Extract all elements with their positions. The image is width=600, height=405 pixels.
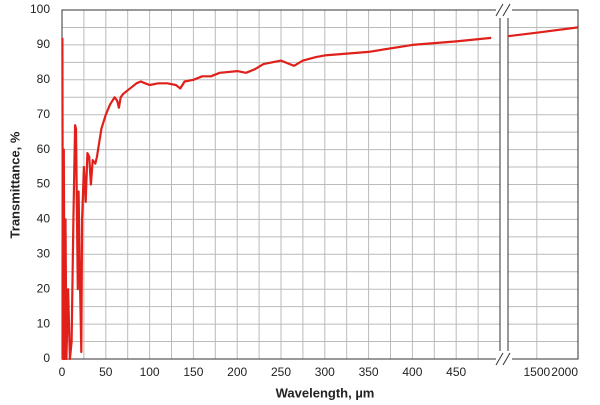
x-tick-label: 350 xyxy=(359,365,379,379)
plot-frame xyxy=(507,9,579,360)
y-tick-label: 50 xyxy=(37,177,51,191)
y-tick-label: 30 xyxy=(37,246,51,260)
x-tick-label: 100 xyxy=(140,365,160,379)
axis-break-mark xyxy=(495,352,504,366)
y-tick-label: 60 xyxy=(37,142,51,156)
x-tick-label: 300 xyxy=(315,365,335,379)
y-tick-label: 10 xyxy=(37,316,51,330)
x-tick-label: 50 xyxy=(99,365,113,379)
x-tick-label: 400 xyxy=(402,365,422,379)
x-tick-label: 450 xyxy=(446,365,466,379)
x-tick-label: 150 xyxy=(183,365,203,379)
x-tick-label: 0 xyxy=(59,365,66,379)
axis-break-mark xyxy=(495,3,504,17)
x-tick-label: 200 xyxy=(227,365,247,379)
y-tick-label: 100 xyxy=(30,2,50,16)
data-line xyxy=(61,36,492,361)
x-axis-title: Wavelength, µm xyxy=(276,385,375,400)
data-line xyxy=(507,26,579,38)
x-tick-label: 2000 xyxy=(551,365,578,379)
axis-break-gap xyxy=(496,351,512,367)
axis-break-mark xyxy=(502,3,511,17)
x-tick-label: 250 xyxy=(271,365,291,379)
y-tick-label: 70 xyxy=(37,107,51,121)
y-tick-label: 20 xyxy=(37,281,51,295)
y-tick-label: 90 xyxy=(37,37,51,51)
y-axis-title: Transmittance, % xyxy=(7,131,22,238)
y-tick-label: 80 xyxy=(37,72,51,86)
y-tick-label: 40 xyxy=(37,212,51,226)
axis-break-mark xyxy=(502,352,511,366)
x-tick-label: 1500 xyxy=(523,365,550,379)
y-tick-label: 0 xyxy=(43,351,50,365)
axis-break-gap xyxy=(496,2,512,18)
